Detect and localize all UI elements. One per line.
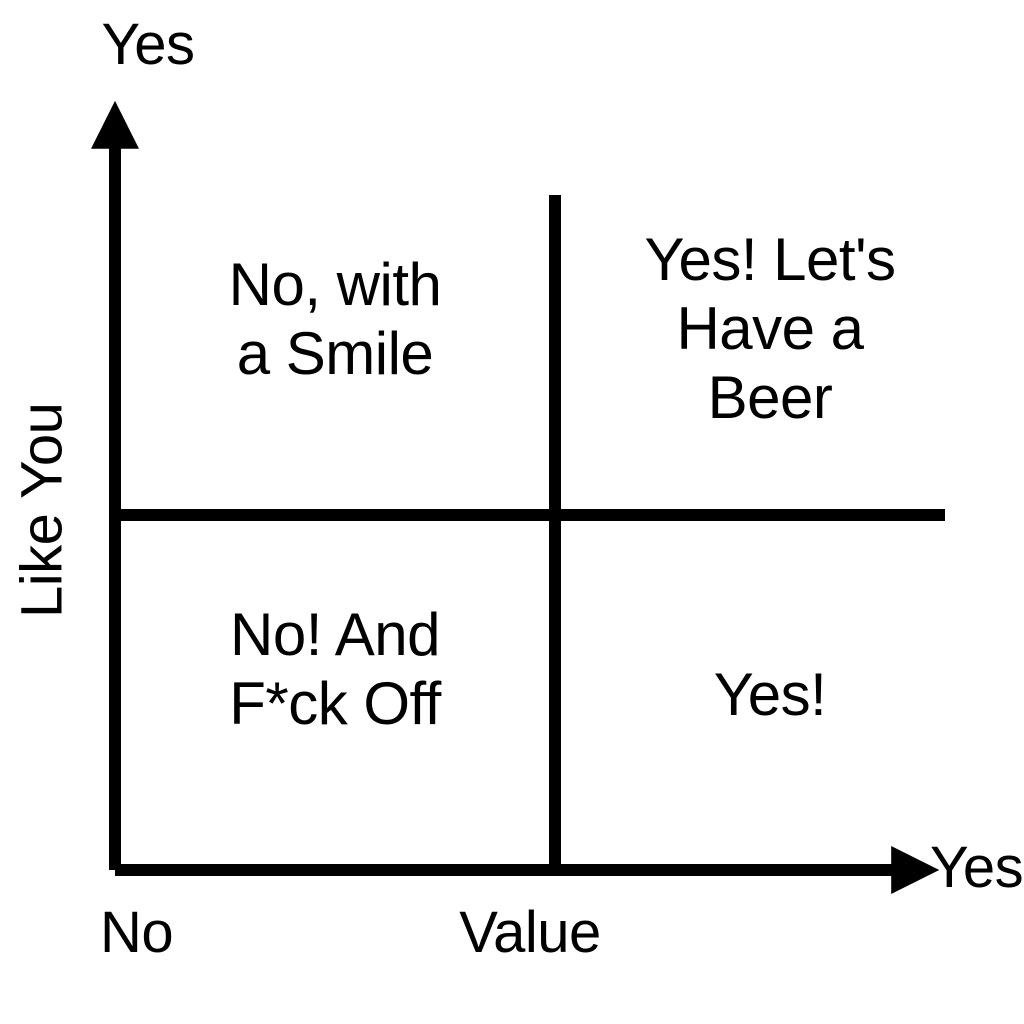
quadrant-bottom-right: Yes!	[600, 660, 940, 729]
axes-svg	[0, 0, 1024, 1024]
quadrant-diagram: Yes Like You No Value Yes No, with a Smi…	[0, 0, 1024, 1024]
quadrant-bottom-left: No! And F*ck Off	[150, 600, 520, 738]
y-axis-label: Like You	[8, 370, 78, 650]
x-axis-label: Value	[420, 900, 640, 967]
y-axis-high-label: Yes	[68, 12, 228, 79]
quadrant-top-left: No, with a Smile	[150, 250, 520, 388]
quadrant-top-right: Yes! Let's Have a Beer	[580, 225, 960, 432]
x-axis-low-label: No	[100, 900, 220, 967]
x-axis-high-label: Yes	[930, 835, 1024, 902]
